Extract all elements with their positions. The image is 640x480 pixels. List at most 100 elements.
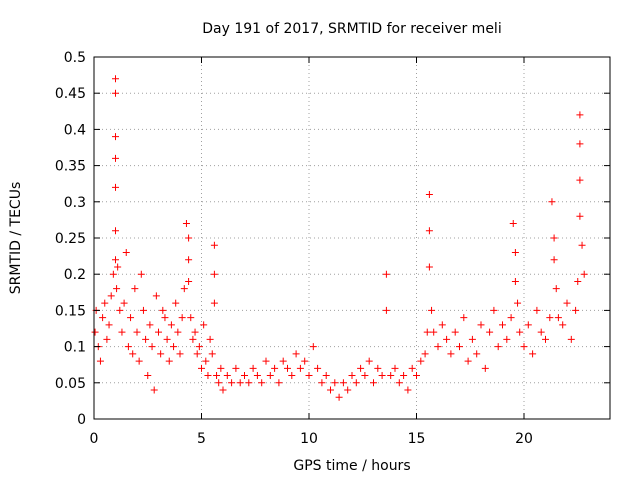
data-point [335, 393, 343, 401]
data-point [135, 357, 143, 365]
data-point [494, 343, 502, 351]
data-point [91, 328, 99, 336]
data-point [434, 343, 442, 351]
data-point [161, 314, 169, 322]
data-point [127, 314, 135, 322]
y-tick-label: 0 [77, 412, 86, 428]
data-point [174, 328, 182, 336]
y-tick-label: 0.3 [64, 195, 86, 211]
data-point [499, 321, 506, 329]
data-point [155, 328, 162, 336]
data-point [520, 343, 528, 351]
data-point [514, 299, 522, 307]
data-point [271, 364, 279, 372]
plot-frame [93, 56, 611, 420]
data-point [473, 350, 481, 358]
data-point [150, 386, 158, 394]
data-point [217, 364, 225, 372]
data-point [114, 263, 122, 271]
data-point [370, 379, 377, 387]
data-point [524, 321, 532, 329]
data-point [228, 379, 236, 387]
data-point [309, 343, 317, 351]
data-point [200, 321, 208, 329]
data-point [331, 379, 339, 387]
data-point [131, 285, 139, 293]
data-point [451, 328, 459, 336]
data-point [421, 350, 429, 358]
data-point [537, 328, 545, 336]
data-point [339, 379, 347, 387]
data-point [112, 89, 119, 97]
data-point [167, 321, 175, 329]
data-point [113, 285, 121, 293]
data-point [112, 227, 119, 235]
data-point [574, 277, 582, 285]
x-tick-label: 15 [408, 431, 426, 447]
data-point [305, 372, 313, 380]
data-point [542, 335, 549, 343]
data-point [210, 241, 218, 249]
y-tick-label: 0.4 [64, 122, 86, 138]
data-point [118, 328, 126, 336]
data-point [546, 314, 554, 322]
data-point [157, 350, 165, 358]
data-point [576, 140, 584, 148]
data-point [129, 350, 137, 358]
x-axis-label: GPS time / hours [293, 458, 410, 474]
data-point [210, 270, 218, 278]
data-point [447, 350, 455, 358]
data-point [576, 176, 584, 184]
data-point [99, 314, 107, 322]
data-point [210, 299, 218, 307]
data-point [215, 379, 223, 387]
data-point [279, 357, 287, 365]
data-point [198, 364, 205, 372]
data-point [438, 321, 446, 329]
data-point [275, 379, 283, 387]
data-point [516, 328, 524, 336]
data-point [322, 372, 330, 380]
data-point [318, 379, 326, 387]
grid-layer [94, 57, 610, 419]
ticks-layer [93, 56, 610, 420]
data-point [378, 372, 386, 380]
x-tick-labels: 0 5 10 15 20 [90, 431, 533, 447]
data-point [249, 364, 257, 372]
data-point [361, 372, 369, 380]
data-point [425, 191, 433, 199]
data-point [425, 263, 433, 271]
data-point [103, 335, 111, 343]
data-point [550, 256, 558, 264]
data-point [182, 220, 190, 228]
data-point [262, 357, 270, 365]
data-point [284, 364, 291, 372]
data-point [116, 306, 124, 314]
data-point [165, 357, 173, 365]
data-point [352, 379, 360, 387]
data-point [208, 350, 216, 358]
data-point [511, 248, 519, 256]
data-point [348, 372, 356, 380]
data-point [112, 183, 119, 191]
x-tick-label: 20 [515, 431, 533, 447]
data-point [142, 335, 150, 343]
data-point [124, 343, 132, 351]
data-point [292, 350, 300, 358]
data-point [509, 220, 517, 228]
data-point [112, 256, 119, 264]
data-point [101, 299, 109, 307]
data-point [578, 241, 586, 249]
data-point [213, 372, 221, 380]
data-point [107, 292, 115, 300]
y-tick-label: 0.1 [64, 340, 86, 356]
data-point [112, 133, 119, 141]
data-point [193, 350, 201, 358]
data-point [133, 328, 141, 336]
data-point [245, 379, 253, 387]
data-point [456, 343, 463, 351]
data-point [232, 364, 240, 372]
data-point [185, 277, 193, 285]
data-point [443, 335, 451, 343]
